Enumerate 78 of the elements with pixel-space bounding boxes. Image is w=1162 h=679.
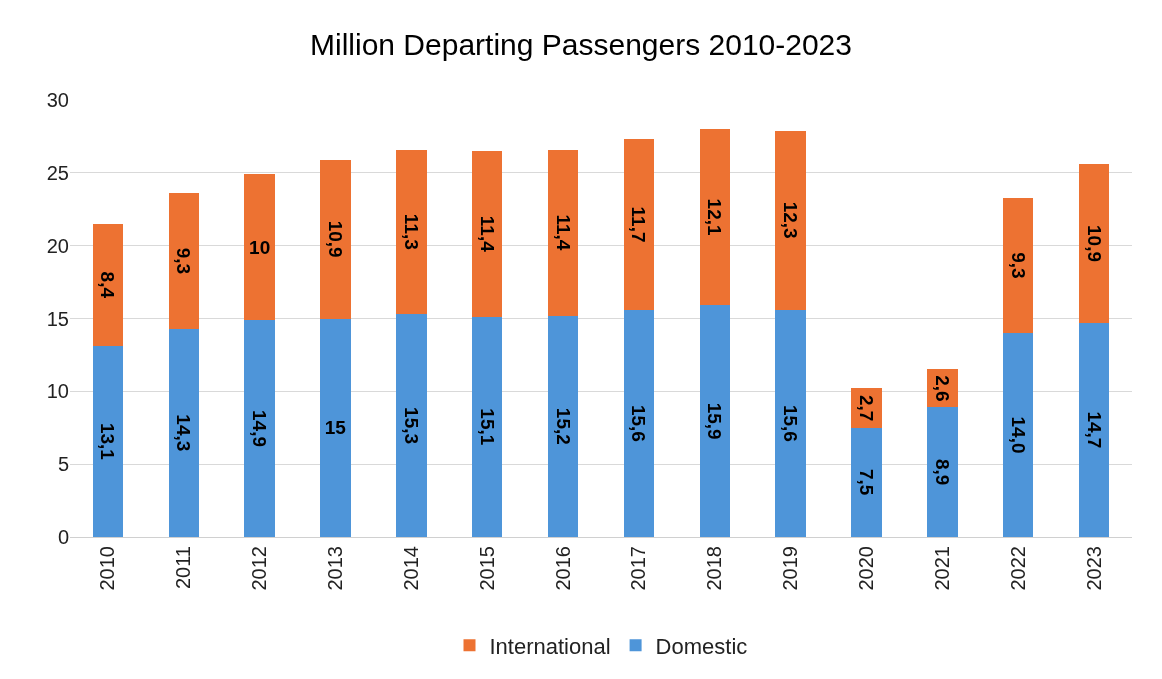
data-label: 9,3 [173,247,195,275]
bar [1003,333,1034,537]
data-label: 8,9 [931,458,953,486]
bar [775,130,806,310]
data-label: 10 [249,236,271,258]
bar [1078,322,1110,537]
bar [927,407,958,537]
bar [92,223,124,347]
x-tick-label: 2020 [855,546,877,591]
bar [547,149,579,316]
data-label: 15,3 [400,407,422,445]
bar [244,319,275,537]
bar [320,159,351,319]
data-label: 12,3 [780,201,802,239]
x-tick-label: 2015 [475,546,498,591]
x-tick-label: 2011 [172,546,195,590]
data-label: 15,2 [552,407,574,445]
legend-label: International [489,633,611,659]
bar [472,317,503,537]
bar [547,315,579,537]
bar [699,129,730,306]
data-label: 15,6 [628,404,650,442]
data-label: 15,1 [476,408,498,446]
bar [244,174,275,320]
bar [1003,197,1034,334]
x-tick-label: 2010 [96,546,119,591]
y-tick-label: 20 [46,234,69,257]
data-label: 15,9 [704,402,726,440]
bar [168,193,199,329]
x-tick-label: 2014 [399,546,422,591]
data-label: 7,5 [856,468,877,496]
x-tick-label: 2013 [324,546,346,591]
chart-title: Million Departing Passengers 2010-2023 [310,27,852,61]
data-label: 12,1 [704,198,726,236]
bar [320,318,351,537]
data-label: 11,4 [476,215,498,253]
bar [396,149,427,315]
bar [92,346,124,537]
x-tick-label: 2021 [930,546,953,591]
data-label: 14,0 [1007,416,1029,454]
x-tick-label: 2016 [551,546,574,591]
data-label: 14,9 [249,409,271,447]
x-tick-label: 2023 [1082,546,1105,591]
data-label: 2,6 [931,375,953,402]
bar [775,309,806,537]
y-tick-label: 25 [46,161,69,184]
y-tick-label: 5 [57,453,69,476]
bar [1078,164,1110,323]
bar [396,314,427,537]
y-tick-label: 30 [46,89,69,111]
data-label: 10,9 [325,220,346,258]
data-label: 13,1 [97,422,119,461]
bar [851,427,882,537]
data-label: 9,3 [1007,252,1029,279]
y-tick-label: 10 [46,380,69,403]
data-label: 11,4 [552,214,574,251]
bar [623,309,655,537]
data-label: 11,3 [400,213,422,250]
x-tick-label: 2019 [779,546,802,591]
x-tick-label: 2017 [627,546,650,591]
data-label: 15 [324,417,347,439]
bar [699,305,730,537]
legend-label: Domestic [655,633,748,659]
x-tick-label: 2012 [248,546,271,591]
bar [168,328,199,537]
data-label: 14,7 [1083,411,1105,449]
bar [623,139,655,310]
data-label: 14,3 [173,414,195,452]
y-tick-label: 0 [57,526,69,548]
data-label: 2,7 [856,394,877,422]
y-tick-label: 15 [46,307,69,330]
data-label: 8,4 [97,271,119,299]
x-tick-label: 2022 [1006,546,1029,591]
x-tick-label: 2018 [703,546,726,591]
data-label: 15,6 [780,404,802,442]
bar [472,150,503,318]
data-label: 10,9 [1083,224,1105,262]
data-label: 11,7 [628,206,650,243]
